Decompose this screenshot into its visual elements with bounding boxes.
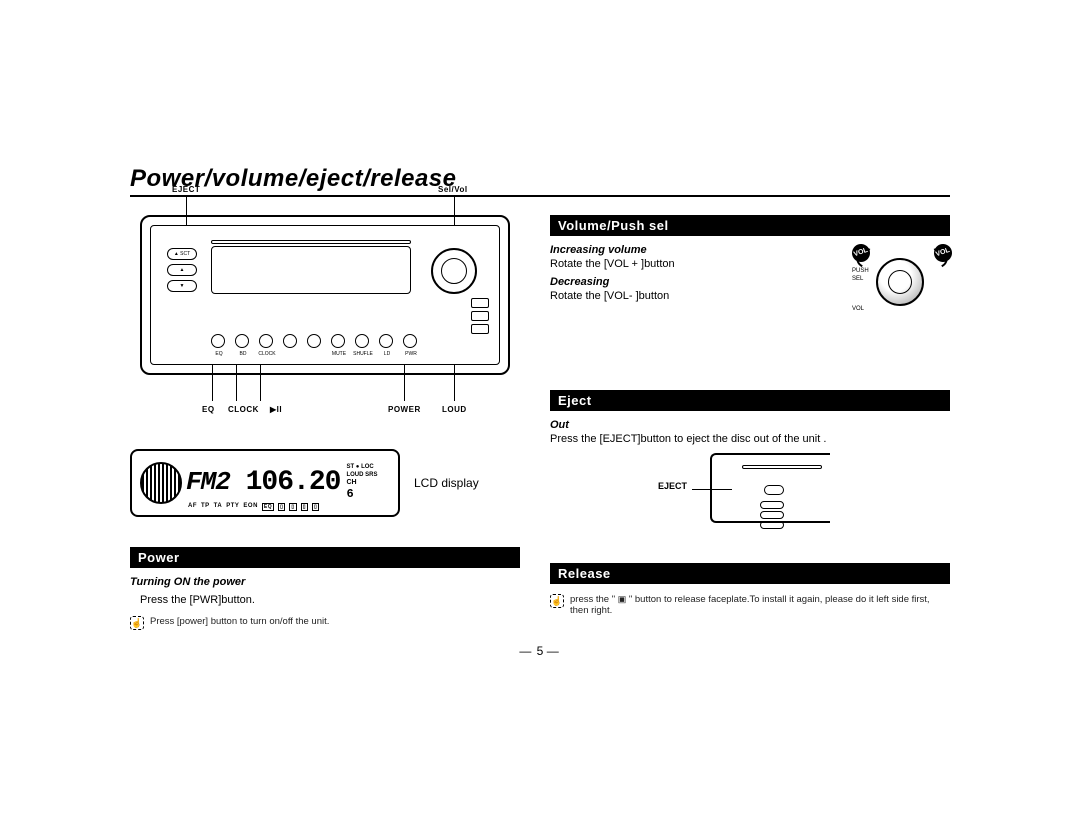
hand-icon: ☝ (130, 616, 144, 630)
release-icon: ▣ (618, 594, 627, 605)
badge-icon: ▯ (289, 503, 296, 511)
eject-bar: Eject (550, 390, 950, 411)
cd-slot (211, 240, 411, 244)
eject-side-btn (760, 511, 784, 519)
power-subhead: Turning ON the power (130, 576, 520, 588)
vol-knob-icon (876, 258, 924, 306)
small-btn: EQ (211, 334, 225, 348)
eq-label: EQ (202, 405, 215, 414)
button-row: EQ BD CLOCK MUTE SHUFLE LD PWR (211, 334, 417, 348)
small-btn: PWR (403, 334, 417, 348)
power-text: Press the [PWR]button. (140, 594, 520, 606)
content-columns: ▲ SCT ▲ ▼ EQ BD CLOCK (130, 215, 950, 630)
volume-illustration: VOL VOL PUSH SEL VOL (850, 240, 950, 320)
side-btn: ▲ SCT (167, 248, 197, 260)
stereo-inner: ▲ SCT ▲ ▼ EQ BD CLOCK (150, 225, 500, 365)
power-bar: Power (130, 547, 520, 568)
eject-leader (692, 489, 732, 490)
title-rule (130, 195, 950, 197)
release-tip-row: ☝ press the " ▣ " button to release face… (550, 594, 950, 616)
small-btn: CLOCK (259, 334, 273, 348)
badge-icon: ▯ (278, 503, 285, 511)
badge-icon: ▯ (312, 503, 319, 511)
eject-panel (710, 453, 830, 523)
small-btn: BD (235, 334, 249, 348)
eject-slot (742, 465, 822, 469)
playpause-label: ▶II (270, 405, 282, 414)
right-column: Volume/Push sel VOL VOL PUSH SEL VOL Inc… (550, 215, 950, 630)
eject-subhead: Out (550, 419, 950, 431)
lcd-window (211, 246, 411, 294)
small-btn: SHUFLE (355, 334, 369, 348)
page-title: Power/volume/eject/release (130, 165, 950, 195)
release-tip: press the " ▣ " button to release facepl… (570, 594, 950, 616)
lcd-row: FM2 106.20 ST ● LOC LOUD SRS CH 6 AF TP … (130, 449, 520, 517)
lcd-caption: LCD display (414, 476, 479, 490)
selvol-label: Sel/Vol (438, 185, 468, 194)
page-number: — 5 — (130, 644, 950, 658)
small-btn: LD (379, 334, 393, 348)
right-buttons (471, 298, 489, 334)
leader-line (454, 365, 455, 401)
badge-icon: ▯ (301, 503, 308, 511)
side-btn: ▲ (167, 264, 197, 276)
volume-knob (431, 248, 477, 294)
volume-section: VOL VOL PUSH SEL VOL Increasing volume R… (550, 244, 950, 334)
lcd-indicators: ST ● LOC LOUD SRS CH 6 (346, 464, 377, 501)
power-tip: Press [power] button to turn on/off the … (150, 616, 329, 627)
small-btn (307, 334, 321, 348)
lcd-freq: 106.20 (246, 467, 341, 498)
lcd-main: FM2 106.20 (186, 469, 340, 497)
stereo-diagram: ▲ SCT ▲ ▼ EQ BD CLOCK (140, 215, 510, 375)
loud-label: LOUD (442, 405, 467, 414)
leader-line (404, 365, 405, 401)
right-btn (471, 311, 489, 321)
left-column: ▲ SCT ▲ ▼ EQ BD CLOCK (130, 215, 520, 630)
small-btn: MUTE (331, 334, 345, 348)
right-btn (471, 324, 489, 334)
volume-bar: Volume/Push sel (550, 215, 950, 236)
side-btn: ▼ (167, 280, 197, 292)
eject-text: Press the [EJECT]button to eject the dis… (550, 433, 950, 445)
lcd-display: FM2 106.20 ST ● LOC LOUD SRS CH 6 AF TP … (130, 449, 400, 517)
vol-sub-sel: SEL (852, 276, 863, 283)
eject-side-btn (760, 501, 784, 509)
lcd-band: FM2 (186, 467, 230, 497)
leader-line (260, 365, 261, 401)
eject-side-btns (760, 501, 784, 529)
vol-sub-vol: VOL (852, 306, 864, 313)
vol-sub-push: PUSH (852, 268, 869, 275)
small-btn (283, 334, 297, 348)
side-buttons: ▲ SCT ▲ ▼ (167, 248, 197, 292)
eject-button-shape (764, 485, 784, 495)
right-btn (471, 298, 489, 308)
eject-illustration: EJECT (670, 453, 830, 533)
eject-side-btn (760, 521, 784, 529)
power-label: POWER (388, 405, 421, 414)
hand-icon: ☝ (550, 594, 564, 608)
leader-line (454, 197, 455, 225)
clock-label: CLOCK (228, 405, 259, 414)
leader-line (212, 365, 213, 401)
release-bar: Release (550, 563, 950, 584)
eject-leader-label: EJECT (658, 481, 687, 491)
leader-line (236, 365, 237, 401)
leader-line (186, 197, 187, 225)
manual-page: Power/volume/eject/release ▲ SCT ▲ ▼ (130, 165, 950, 658)
lcd-bottom: AF TP TA PTY EON EQ ▯ ▯ ▯ ▯ (188, 503, 319, 511)
globe-icon (140, 462, 182, 504)
power-tip-row: ☝ Press [power] button to turn on/off th… (130, 616, 520, 630)
eject-label: EJECT (172, 185, 200, 194)
